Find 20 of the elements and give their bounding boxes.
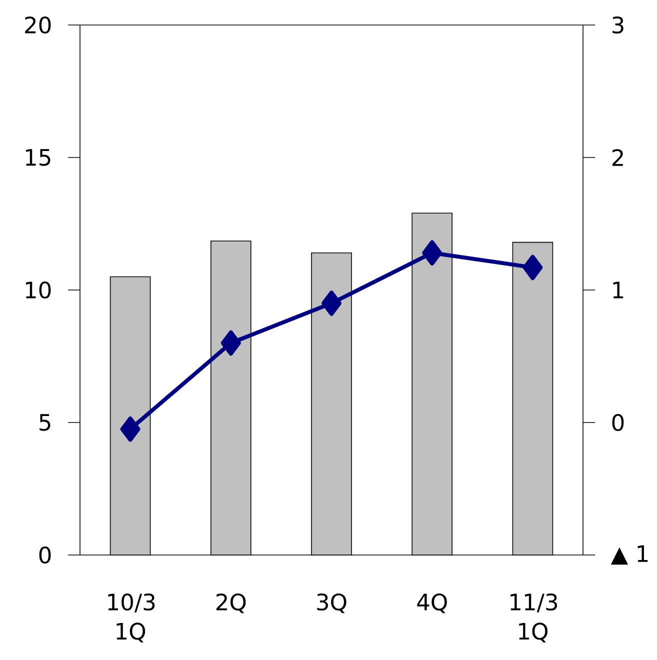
y2-tick-label: 0 bbox=[612, 414, 624, 432]
x-tick-label: 4Q bbox=[417, 593, 447, 614]
y2-tick-label: 2 bbox=[612, 149, 623, 166]
point bbox=[522, 254, 543, 280]
point bbox=[120, 416, 140, 442]
y2-tick-label: 1 bbox=[613, 282, 623, 298]
y-tick-label: 20 bbox=[25, 16, 51, 34]
x-tick-label: 10/3 1Q bbox=[108, 593, 155, 642]
y2-tick-label: 3 bbox=[612, 16, 624, 34]
point bbox=[422, 240, 442, 266]
point bbox=[220, 330, 241, 356]
y-tick-label: 15 bbox=[26, 149, 50, 166]
y-tick-label: 0 bbox=[39, 546, 51, 564]
y2-tick-label: ▲ 1 bbox=[610, 545, 648, 565]
y-tick-label: 5 bbox=[39, 414, 50, 431]
point bbox=[321, 290, 342, 316]
x-tick-label: 3Q bbox=[317, 593, 346, 614]
x-tick-label: 11/3 1Q bbox=[510, 593, 557, 642]
x-tick-label: 2Q bbox=[216, 593, 246, 614]
y-tick-label: 10 bbox=[26, 281, 51, 299]
